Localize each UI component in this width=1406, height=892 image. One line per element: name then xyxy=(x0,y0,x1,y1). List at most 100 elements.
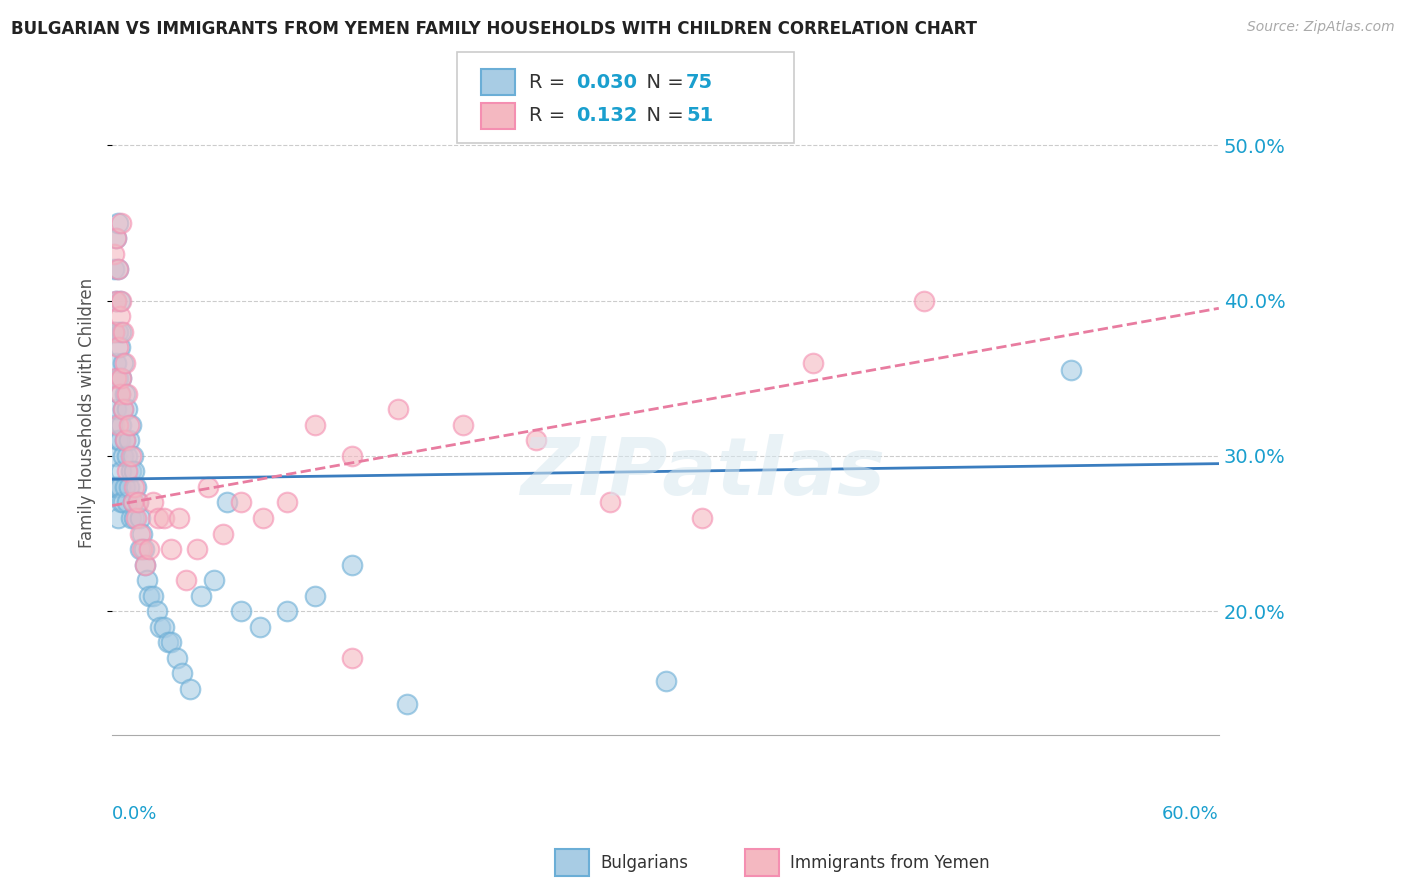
Text: N =: N = xyxy=(634,106,690,126)
Point xyxy=(121,449,143,463)
Point xyxy=(104,231,127,245)
Point xyxy=(166,650,188,665)
Point xyxy=(167,511,190,525)
Text: 0.0%: 0.0% xyxy=(112,805,157,823)
Point xyxy=(103,325,125,339)
Point xyxy=(108,340,131,354)
Point xyxy=(104,449,127,463)
Point xyxy=(114,480,136,494)
Point xyxy=(340,449,363,463)
Text: Immigrants from Yemen: Immigrants from Yemen xyxy=(790,854,990,871)
Text: 60.0%: 60.0% xyxy=(1163,805,1219,823)
Point xyxy=(304,589,326,603)
Point xyxy=(115,402,138,417)
Point xyxy=(118,417,141,432)
Point xyxy=(114,434,136,448)
Point xyxy=(129,542,152,557)
Point xyxy=(912,293,935,308)
Point xyxy=(108,309,131,323)
Text: 0.030: 0.030 xyxy=(576,72,637,92)
Point xyxy=(104,480,127,494)
Point xyxy=(276,604,298,618)
Point xyxy=(1060,363,1083,377)
Point xyxy=(112,356,135,370)
Point xyxy=(179,681,201,696)
Point xyxy=(451,417,474,432)
Point xyxy=(108,293,131,308)
Point xyxy=(107,417,129,432)
Point xyxy=(108,480,131,494)
Point xyxy=(129,526,152,541)
Point xyxy=(103,325,125,339)
Text: 51: 51 xyxy=(686,106,713,126)
Point xyxy=(120,511,142,525)
Point xyxy=(103,480,125,494)
Point xyxy=(276,495,298,509)
Point xyxy=(118,434,141,448)
Point xyxy=(124,511,146,525)
Point xyxy=(110,371,132,385)
Point xyxy=(103,417,125,432)
Point xyxy=(107,325,129,339)
Point xyxy=(160,542,183,557)
Point xyxy=(132,542,155,557)
Point xyxy=(125,480,148,494)
Point xyxy=(160,635,183,649)
Point xyxy=(120,464,142,478)
Point xyxy=(127,495,149,509)
Point xyxy=(104,356,127,370)
Point xyxy=(110,325,132,339)
Point xyxy=(107,434,129,448)
Point xyxy=(138,589,160,603)
Point xyxy=(121,495,143,509)
Point xyxy=(304,417,326,432)
Text: ZIPatlas: ZIPatlas xyxy=(520,434,886,512)
Point xyxy=(197,480,219,494)
Point xyxy=(136,573,159,587)
Text: 75: 75 xyxy=(686,72,713,92)
Point xyxy=(107,340,129,354)
Point xyxy=(107,371,129,385)
Point xyxy=(174,573,197,587)
Point xyxy=(112,325,135,339)
Text: BULGARIAN VS IMMIGRANTS FROM YEMEN FAMILY HOUSEHOLDS WITH CHILDREN CORRELATION C: BULGARIAN VS IMMIGRANTS FROM YEMEN FAMIL… xyxy=(11,20,977,37)
Point xyxy=(340,558,363,572)
Point xyxy=(142,495,165,509)
Point xyxy=(115,449,138,463)
Point xyxy=(149,620,172,634)
Point xyxy=(124,464,146,478)
Point xyxy=(396,698,419,712)
Point xyxy=(387,402,409,417)
Point xyxy=(112,449,135,463)
Point xyxy=(107,262,129,277)
Text: 0.132: 0.132 xyxy=(576,106,638,126)
Point xyxy=(212,526,235,541)
Point xyxy=(153,620,176,634)
Point xyxy=(103,247,125,261)
Point xyxy=(134,558,156,572)
Point xyxy=(654,674,676,689)
Point xyxy=(104,371,127,385)
Point xyxy=(129,511,152,525)
Point xyxy=(103,262,125,277)
Point xyxy=(121,495,143,509)
Point xyxy=(231,604,253,618)
Text: R =: R = xyxy=(529,72,571,92)
Point xyxy=(526,434,548,448)
Point xyxy=(202,573,225,587)
Y-axis label: Family Households with Children: Family Households with Children xyxy=(79,278,96,549)
Point xyxy=(145,604,167,618)
Point xyxy=(340,650,363,665)
Point xyxy=(134,558,156,572)
Point xyxy=(120,449,142,463)
Point xyxy=(108,434,131,448)
Point xyxy=(127,495,149,509)
Point xyxy=(599,495,621,509)
Point xyxy=(108,386,131,401)
Point xyxy=(190,589,212,603)
Point xyxy=(104,402,127,417)
Point xyxy=(110,464,132,478)
Point xyxy=(115,386,138,401)
Point xyxy=(112,402,135,417)
Point xyxy=(124,480,146,494)
